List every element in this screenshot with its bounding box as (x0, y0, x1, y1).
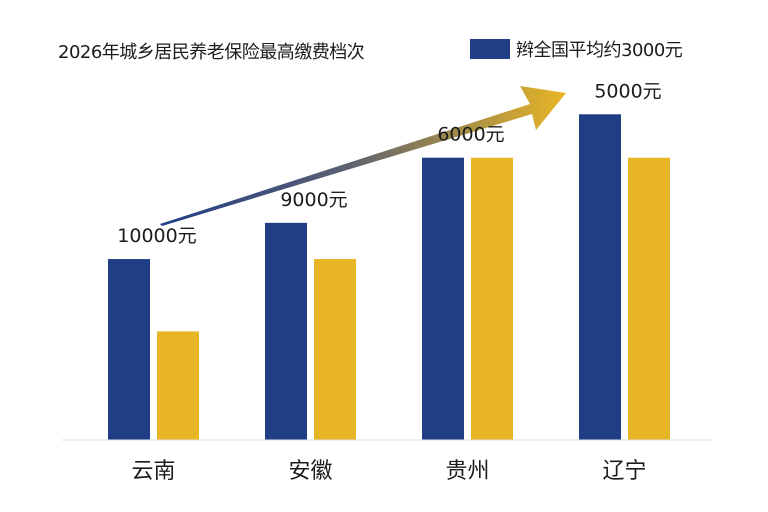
data-label-2: 6000元 (437, 124, 504, 146)
legend-swatch (470, 39, 510, 59)
bar-blue-3 (579, 114, 621, 441)
bar-gold-1 (314, 259, 356, 440)
x-tick-label-1: 安徽 (288, 459, 332, 484)
bar-blue-0 (108, 259, 150, 440)
data-label-3: 5000元 (594, 80, 661, 102)
legend-label: 辫全国平均约3000元 (516, 40, 683, 61)
bar-gold-3 (628, 157, 670, 440)
data-label-0: 10000元 (117, 225, 196, 247)
bar-blue-2 (422, 157, 464, 440)
x-tick-label-3: 辽宁 (602, 459, 646, 484)
bar-blue-1 (265, 222, 307, 440)
x-tick-label-2: 贵州 (445, 459, 489, 484)
legend: 辫全国平均约3000元 (470, 36, 683, 62)
data-label-1: 9000元 (280, 189, 347, 211)
trend-arrow (160, 86, 566, 226)
bar-gold-0 (157, 331, 199, 440)
chart-title: 2026年城乡居民养老保险最高缴费档次 (58, 42, 365, 63)
x-tick-label-0: 云南 (131, 459, 175, 484)
bar-gold-2 (471, 157, 513, 440)
